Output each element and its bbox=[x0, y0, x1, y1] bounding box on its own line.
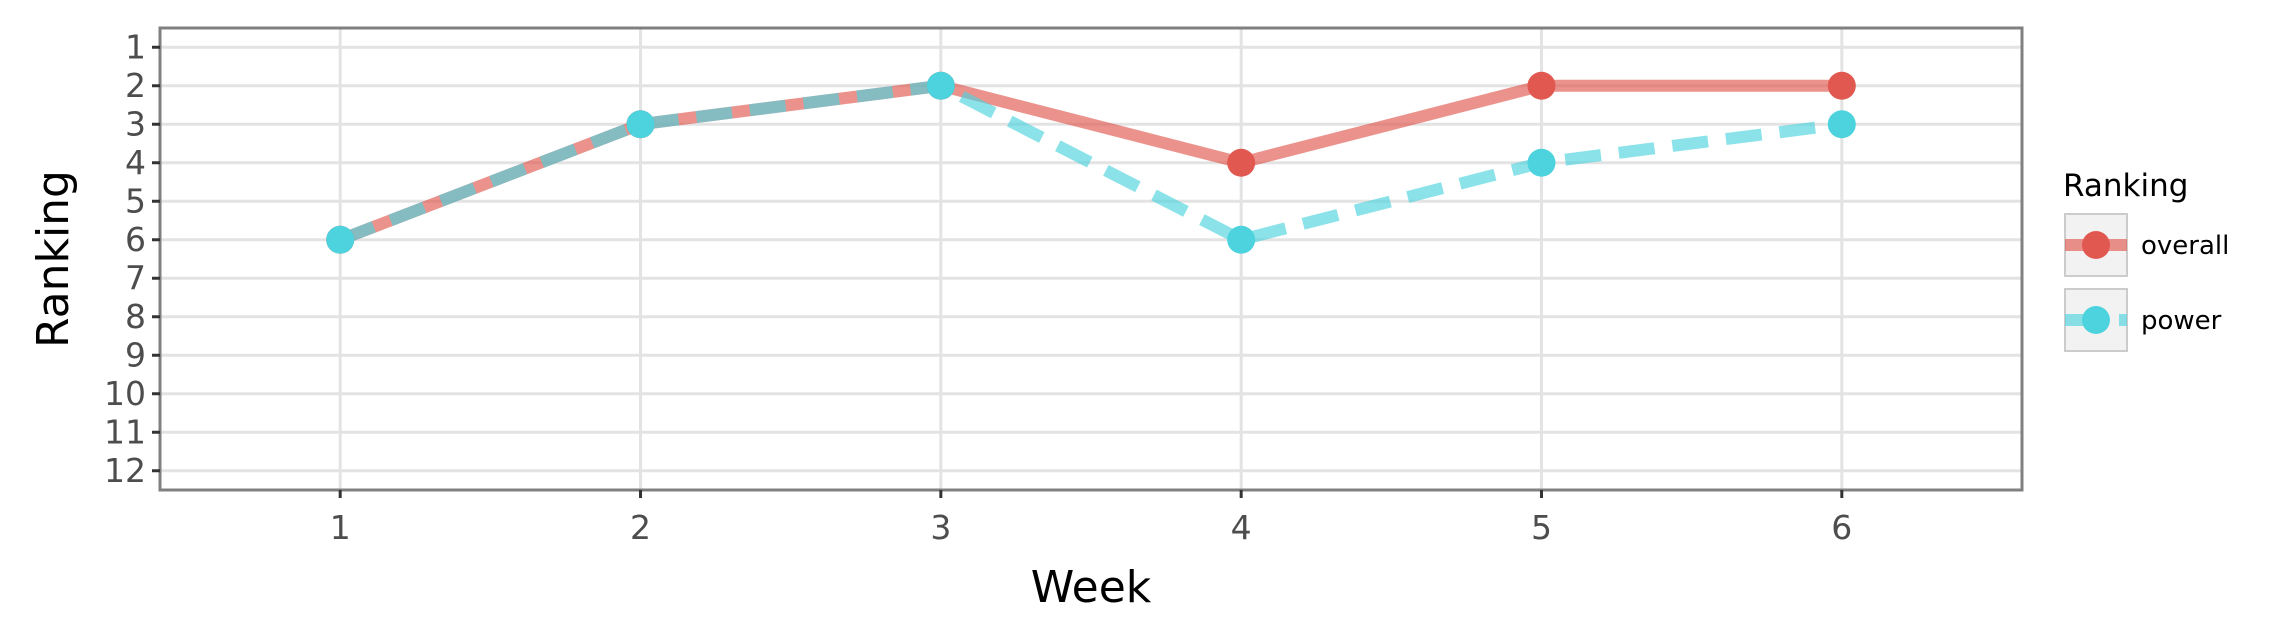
y-tick-label: 3 bbox=[125, 104, 146, 143]
data-point-power bbox=[626, 110, 655, 139]
y-tick-label: 4 bbox=[125, 143, 146, 182]
legend-key-marker bbox=[2082, 231, 2110, 259]
data-point-power bbox=[1827, 110, 1856, 139]
y-tick-label: 12 bbox=[104, 451, 146, 490]
y-axis-title: Ranking bbox=[28, 170, 79, 348]
y-tick-label: 2 bbox=[125, 66, 146, 105]
x-tick-label: 2 bbox=[630, 508, 651, 547]
x-axis-ticks: 1 2 3 4 5 6 bbox=[330, 490, 1852, 547]
y-tick-label: 8 bbox=[125, 297, 146, 336]
data-point-power bbox=[1527, 148, 1556, 177]
x-tick-label: 6 bbox=[1831, 508, 1852, 547]
data-point-power bbox=[1227, 225, 1256, 254]
y-tick-label: 9 bbox=[125, 335, 146, 374]
y-tick-label: 5 bbox=[125, 181, 146, 220]
plot-panel-border bbox=[158, 26, 2024, 492]
series-line-overall bbox=[338, 79, 1842, 246]
data-point-overall bbox=[1227, 148, 1256, 177]
y-tick-label: 6 bbox=[125, 220, 146, 259]
x-tick-label: 4 bbox=[1231, 508, 1252, 547]
series-points bbox=[326, 71, 1856, 254]
x-tick-label: 1 bbox=[330, 508, 351, 547]
data-point-power bbox=[926, 71, 955, 100]
legend-items: overall power bbox=[2064, 213, 2229, 352]
legend: Ranking overall power bbox=[2063, 168, 2229, 352]
y-tick-label: 11 bbox=[104, 412, 146, 451]
x-axis-title: Week bbox=[1031, 562, 1152, 613]
legend-label: power bbox=[2141, 306, 2222, 336]
y-tick-label: 10 bbox=[104, 374, 146, 413]
series-lines bbox=[338, 79, 1843, 246]
series-line-power bbox=[338, 79, 1843, 246]
y-tick-label: 7 bbox=[125, 258, 146, 297]
data-point-overall bbox=[1527, 71, 1556, 100]
x-tick-label: 3 bbox=[930, 508, 951, 547]
data-point-power bbox=[326, 225, 355, 254]
legend-label: overall bbox=[2141, 231, 2229, 261]
data-point-overall bbox=[1827, 71, 1856, 100]
x-tick-label: 5 bbox=[1531, 508, 1552, 547]
legend-title: Ranking bbox=[2063, 168, 2188, 204]
legend-key-marker bbox=[2082, 306, 2110, 334]
y-tick-label: 1 bbox=[125, 27, 146, 66]
